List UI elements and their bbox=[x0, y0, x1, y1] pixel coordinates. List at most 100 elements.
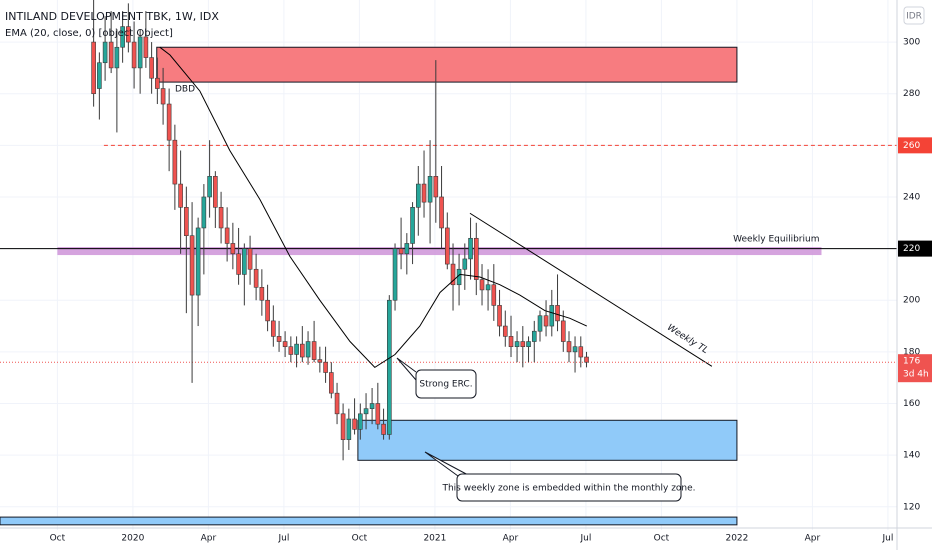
candle-body bbox=[317, 359, 323, 363]
candle-body bbox=[259, 287, 265, 301]
candle-body bbox=[531, 330, 537, 342]
candle-body bbox=[375, 403, 381, 425]
candle-body bbox=[485, 284, 491, 291]
price-badge-label: 220 bbox=[903, 244, 920, 254]
candle-body bbox=[491, 284, 497, 306]
candle-body bbox=[404, 243, 410, 255]
price-badge-label: 260 bbox=[903, 141, 920, 151]
x-tick-label: Oct bbox=[50, 534, 66, 544]
candle-body bbox=[560, 320, 566, 342]
candle-body bbox=[311, 341, 317, 360]
candle-body bbox=[514, 341, 520, 348]
countdown: 3d 4h bbox=[903, 370, 929, 380]
candle-body bbox=[102, 41, 108, 64]
candle-body bbox=[184, 207, 189, 236]
trendline bbox=[469, 212, 713, 367]
y-tick-label: 280 bbox=[903, 89, 920, 99]
y-tick-label: 140 bbox=[903, 451, 920, 461]
candle-body bbox=[340, 413, 346, 440]
candle-body bbox=[224, 227, 230, 244]
candle-body bbox=[178, 183, 183, 208]
candle-body bbox=[421, 183, 427, 203]
candle-body bbox=[305, 341, 311, 358]
candle-body bbox=[537, 315, 543, 332]
candle-body bbox=[439, 196, 444, 229]
plot: Weekly Equilibrium bbox=[0, 0, 897, 526]
candle-body bbox=[450, 263, 456, 286]
zone-label: DBD bbox=[175, 85, 195, 95]
candle-body bbox=[444, 227, 450, 265]
candle-body bbox=[427, 176, 433, 203]
currency: IDR bbox=[906, 12, 922, 22]
x-tick-label: Apr bbox=[503, 534, 519, 544]
ema-line bbox=[159, 46, 588, 369]
y-tick-label: 180 bbox=[903, 347, 920, 357]
candle-body bbox=[497, 305, 502, 327]
candle-body bbox=[358, 413, 363, 430]
candle-body bbox=[230, 243, 236, 255]
candle-body bbox=[508, 336, 514, 348]
candle-body bbox=[120, 26, 125, 48]
x-tick-label: 2021 bbox=[423, 534, 446, 544]
callout-pointer bbox=[424, 451, 471, 477]
candle-body bbox=[415, 183, 421, 208]
candle-body bbox=[149, 57, 154, 79]
candle-body bbox=[300, 343, 305, 358]
candle-body bbox=[172, 139, 178, 185]
indicator-legend: EMA (20, close, 0) [object Object] bbox=[5, 28, 173, 39]
candle-body bbox=[323, 361, 328, 373]
candle-body bbox=[207, 176, 212, 198]
candle-body bbox=[213, 176, 218, 208]
candle-body bbox=[155, 77, 160, 89]
y-tick-label: 240 bbox=[903, 192, 920, 202]
x-tick-label: Jul bbox=[579, 534, 591, 544]
candle-body bbox=[410, 207, 415, 244]
callout-pointer bbox=[396, 357, 417, 381]
chart-title: INTILAND DEVELOPMENT TBK, 1W, IDX bbox=[5, 10, 219, 23]
candle-body bbox=[502, 325, 508, 337]
y-tick-label: 160 bbox=[903, 399, 920, 409]
zone bbox=[0, 516, 738, 526]
x-tick-label: Oct bbox=[654, 534, 670, 544]
candle-body bbox=[363, 408, 369, 415]
candle-body bbox=[276, 336, 282, 342]
candle-body bbox=[166, 103, 172, 141]
callout-text: This weekly zone is embedded within the … bbox=[441, 484, 695, 494]
candle-body bbox=[137, 36, 143, 69]
x-tick-label: 2022 bbox=[725, 534, 748, 544]
candle-body bbox=[201, 196, 207, 229]
candle-body bbox=[346, 418, 352, 440]
candle-body bbox=[195, 227, 201, 296]
candle-body bbox=[294, 343, 299, 355]
y-tick-label: 120 bbox=[903, 502, 920, 512]
candle-body bbox=[114, 46, 120, 69]
candle-body bbox=[572, 346, 578, 353]
zone bbox=[156, 46, 738, 83]
candle-body bbox=[352, 418, 357, 430]
candle-body bbox=[334, 392, 340, 415]
callout-box bbox=[456, 473, 682, 502]
candle-body bbox=[526, 341, 531, 348]
candle-body bbox=[549, 305, 555, 327]
candle-body bbox=[108, 41, 114, 69]
band-label: Weekly Equilibrium bbox=[733, 235, 819, 245]
candle-body bbox=[97, 62, 102, 89]
candle-body bbox=[584, 356, 589, 363]
candle-body bbox=[369, 403, 375, 409]
candle-body bbox=[247, 248, 253, 270]
candle-body bbox=[555, 305, 560, 322]
y-tick-label: 300 bbox=[903, 38, 920, 48]
currency-badge[interactable] bbox=[903, 6, 925, 25]
band bbox=[57, 247, 822, 256]
candle-body bbox=[392, 248, 398, 301]
candle-body bbox=[387, 299, 392, 435]
callout-box bbox=[415, 369, 477, 399]
candle-body bbox=[126, 26, 131, 43]
price-axis: 120 140 160 180 200 220 240 260 280 300 Oct 2020 Apr… bbox=[50, 38, 932, 544]
x-tick-label: Apr bbox=[201, 534, 217, 544]
candle-body bbox=[473, 237, 479, 280]
candle-body bbox=[543, 315, 549, 327]
zone bbox=[357, 419, 738, 461]
candle-body bbox=[433, 176, 439, 198]
